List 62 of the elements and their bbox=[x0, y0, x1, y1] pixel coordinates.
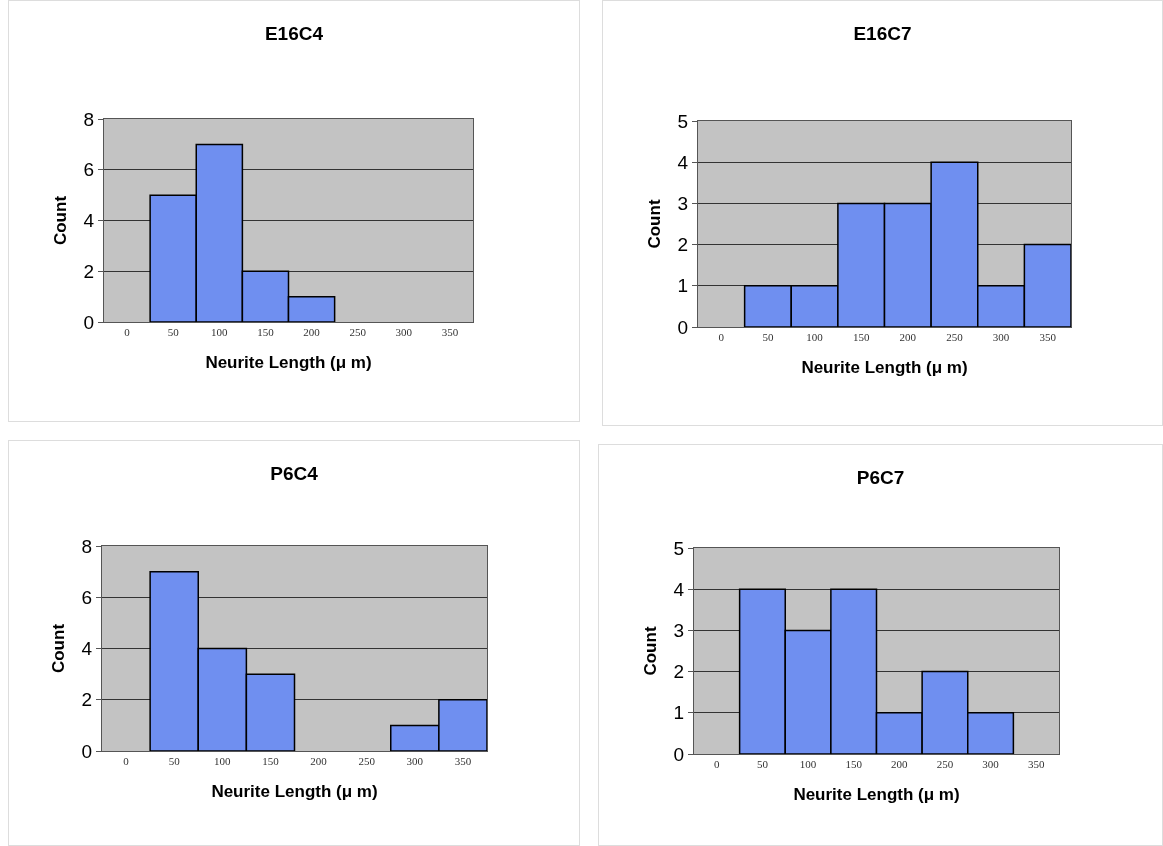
x-tick-label: 100 bbox=[214, 755, 232, 768]
x-tick-label: 100 bbox=[211, 326, 229, 339]
x-tick-label: 0 bbox=[718, 331, 725, 344]
x-axis-title: Neurite Length (μ m) bbox=[793, 784, 960, 804]
y-tick-label: 8 bbox=[83, 108, 95, 130]
x-tick-label: 50 bbox=[762, 331, 774, 344]
y-axis-title: Count bbox=[51, 195, 71, 246]
y-tick-label: 5 bbox=[677, 110, 689, 132]
x-tick-label: 100 bbox=[799, 758, 817, 771]
x-tick-label: 250 bbox=[936, 758, 954, 771]
y-tick-label: 1 bbox=[677, 275, 689, 297]
x-tick-label: 150 bbox=[257, 326, 275, 339]
y-tick-label: 3 bbox=[673, 620, 685, 642]
x-tick-label: 300 bbox=[982, 758, 1000, 771]
x-tick-label: 50 bbox=[168, 755, 181, 768]
x-tick-label: 50 bbox=[756, 758, 769, 771]
x-tick-label: 150 bbox=[845, 758, 863, 771]
y-axis-title: Count bbox=[49, 623, 69, 674]
y-tick-label: 4 bbox=[81, 638, 93, 660]
chart-title: E16C4 bbox=[264, 23, 324, 45]
y-tick-label: 6 bbox=[81, 586, 93, 608]
x-tick-label: 0 bbox=[123, 755, 130, 768]
x-tick-label: 250 bbox=[946, 331, 964, 344]
y-tick-label: 2 bbox=[81, 689, 93, 711]
x-tick-label: 200 bbox=[891, 758, 909, 771]
x-tick-label: 300 bbox=[406, 755, 424, 768]
chart-title: P6C4 bbox=[270, 463, 319, 485]
y-tick-label: 5 bbox=[673, 537, 685, 559]
chart-title: P6C7 bbox=[856, 467, 905, 489]
x-tick-label: 150 bbox=[852, 331, 870, 344]
y-tick-label: 4 bbox=[673, 578, 685, 600]
x-tick-label: 200 bbox=[303, 326, 321, 339]
x-tick-label: 250 bbox=[349, 326, 367, 339]
y-axis-title: Count bbox=[645, 199, 665, 249]
x-tick-label: 350 bbox=[1039, 331, 1057, 344]
chart-title: E16C7 bbox=[853, 23, 912, 45]
x-axis-title: Neurite Length (μ m) bbox=[205, 352, 372, 372]
y-tick-label: 6 bbox=[83, 159, 95, 181]
y-tick-label: 2 bbox=[677, 234, 689, 256]
x-axis-title: Neurite Length (μ m) bbox=[801, 357, 968, 377]
x-tick-label: 300 bbox=[395, 326, 413, 339]
x-tick-label: 300 bbox=[992, 331, 1010, 344]
y-tick-label: 8 bbox=[81, 535, 93, 557]
x-tick-label: 350 bbox=[441, 326, 459, 339]
x-tick-label: 200 bbox=[899, 331, 917, 344]
y-tick-label: 4 bbox=[83, 210, 95, 232]
y-tick-label: 4 bbox=[677, 151, 689, 173]
x-tick-label: 0 bbox=[124, 326, 131, 339]
x-tick-label: 0 bbox=[714, 758, 721, 771]
x-tick-label: 200 bbox=[310, 755, 328, 768]
x-tick-label: 350 bbox=[454, 755, 472, 768]
x-tick-label: 150 bbox=[262, 755, 280, 768]
x-tick-label: 350 bbox=[1027, 758, 1045, 771]
y-tick-label: 1 bbox=[673, 702, 685, 724]
x-tick-label: 250 bbox=[358, 755, 376, 768]
x-tick-label: 50 bbox=[167, 326, 180, 339]
x-axis-title: Neurite Length (μ m) bbox=[211, 781, 378, 801]
y-tick-label: 2 bbox=[673, 661, 685, 683]
y-axis-title: Count bbox=[641, 626, 661, 676]
x-tick-label: 100 bbox=[806, 331, 824, 344]
y-tick-label: 2 bbox=[83, 260, 95, 282]
y-tick-label: 3 bbox=[677, 193, 689, 215]
